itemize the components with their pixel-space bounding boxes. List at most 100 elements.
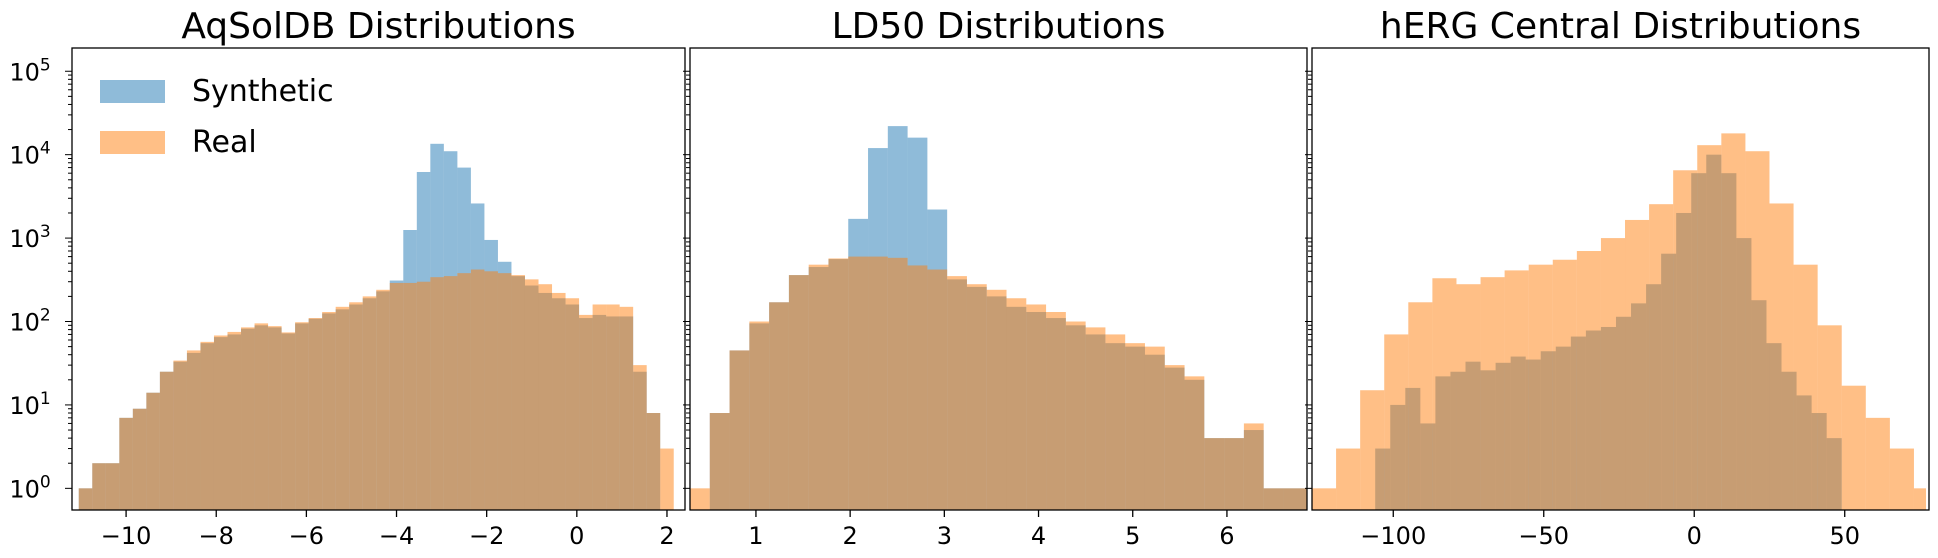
bar-real [132, 408, 147, 510]
chart-title: hERG Central Distributions [1380, 6, 1861, 47]
bar-real [511, 275, 525, 510]
y-tick-label: 105 [9, 55, 50, 86]
bar-real [1456, 284, 1481, 510]
bar-real [552, 292, 566, 510]
y-tick-base: 10 [9, 392, 40, 420]
bar-real [1793, 264, 1818, 510]
panel-2: LD50 Distributions 1 2 3 4 5 6 [683, 6, 1308, 550]
legend-swatch-synthetic [100, 80, 165, 103]
y-tick-label: 102 [9, 306, 50, 337]
x-tick-label: −100 [1360, 522, 1426, 550]
bar-real [1312, 488, 1337, 510]
bar-real [769, 302, 789, 510]
bar-real [173, 360, 187, 510]
bar-real [690, 488, 710, 510]
bar-real [1865, 417, 1890, 510]
bar-real [1504, 270, 1529, 510]
legend-swatch-real [100, 131, 165, 154]
bar-real [376, 289, 390, 510]
bar-real [1384, 334, 1409, 510]
y-tick-label: 104 [9, 139, 50, 170]
y-tick-base: 10 [9, 225, 40, 253]
bar-real [848, 256, 869, 510]
bar-real [729, 350, 750, 510]
bar-real [1841, 385, 1866, 510]
x-tick-label: 2 [842, 522, 857, 550]
y-tick-exponent: 0 [40, 472, 51, 492]
y-tick-exponent: 1 [40, 389, 51, 409]
x-tick-label: −10 [101, 522, 152, 550]
bar-real [1105, 334, 1126, 510]
x-tick-label: 0 [569, 522, 584, 550]
y-tick-exponent: 2 [40, 306, 51, 326]
bar-real [927, 269, 948, 510]
bar-real [524, 279, 539, 510]
axes-frame [71, 47, 686, 511]
bar-real [1480, 277, 1505, 510]
bar-real [349, 302, 363, 510]
bar-real [1026, 304, 1047, 510]
bar-real [788, 275, 809, 510]
bar-real [295, 322, 309, 510]
bar-real [592, 304, 607, 510]
bar-real [1336, 448, 1361, 510]
bar-real [443, 276, 458, 510]
bars-panel-3 [1312, 133, 1926, 510]
bar-real [1769, 203, 1794, 510]
y-tick-label: 103 [9, 222, 50, 253]
bar-real [565, 298, 580, 510]
bar-real [430, 277, 444, 510]
bar-real [633, 365, 647, 510]
bar-real [606, 304, 620, 510]
bar-real [322, 312, 336, 510]
bar-real [335, 306, 350, 510]
bar-real [119, 417, 133, 510]
bar-real [1046, 312, 1066, 510]
bar-real [1360, 390, 1385, 510]
bar-real [986, 289, 1007, 510]
bar-real [200, 341, 214, 510]
bar-real [966, 284, 987, 510]
bar-real [416, 281, 431, 510]
x-tick-label: 1 [748, 522, 763, 550]
bar-real [1184, 376, 1205, 510]
bar-real [1697, 145, 1722, 510]
x-tick-label: −4 [379, 522, 414, 550]
x-tick-label: −2 [469, 522, 504, 550]
x-tick-label: 5 [1125, 522, 1140, 550]
y-tick-label: 100 [9, 472, 50, 503]
bar-real [1600, 238, 1626, 510]
bar-real [1576, 251, 1601, 510]
bar-real [828, 258, 849, 510]
bar-real [1243, 423, 1264, 510]
bar-real [1283, 488, 1307, 510]
bar-real [389, 282, 404, 510]
bar-real [1224, 438, 1244, 510]
bars-panel-1 [78, 143, 674, 510]
bar-real [1673, 170, 1698, 510]
axes-frame [1311, 47, 1930, 511]
bars-panel-2 [690, 126, 1307, 510]
panel-1: AqSolDB Distributions−10 −8 −6 −4 −2 0 2100101… [9, 6, 686, 550]
bar-real [907, 265, 928, 510]
bar-real [1408, 302, 1433, 510]
bar-real [868, 256, 888, 510]
y-tick-base: 10 [9, 58, 40, 86]
bar-real [1164, 365, 1185, 510]
x-tick-label: 2 [659, 522, 674, 550]
bar-real [186, 350, 201, 510]
bar-real [947, 276, 967, 510]
x-tick-label: 4 [1031, 522, 1046, 550]
legend-label-synthetic: Synthetic [192, 74, 334, 109]
bar-real [619, 306, 634, 510]
bar-real [1432, 278, 1457, 510]
y-tick-exponent: 5 [40, 55, 51, 75]
bar-real [579, 314, 593, 510]
bar-real [241, 327, 255, 510]
bar-real [1528, 264, 1553, 510]
chart-title: LD50 Distributions [832, 6, 1166, 47]
bar-real [213, 335, 228, 510]
bar-real [92, 463, 106, 510]
legend-label-real: Real [192, 125, 257, 160]
